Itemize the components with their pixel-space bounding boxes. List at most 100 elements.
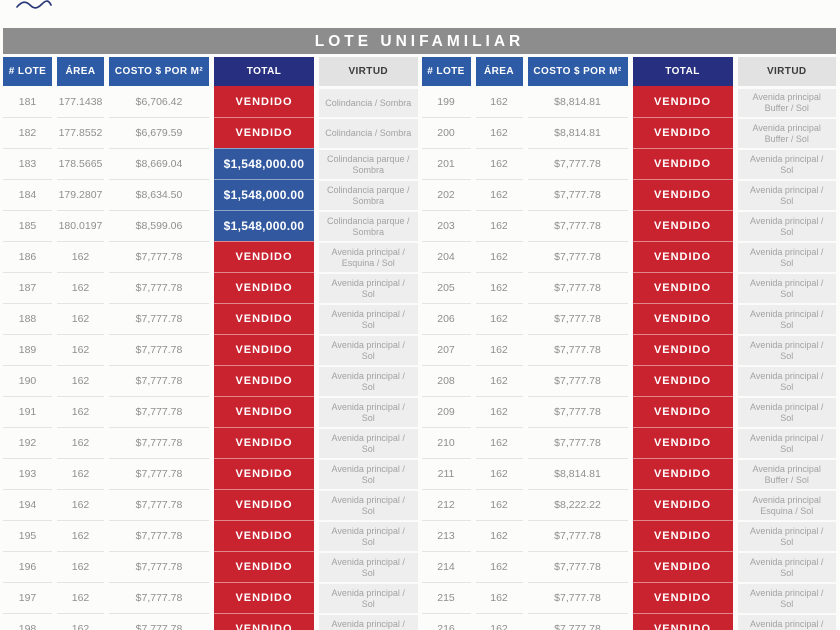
costo-per-m2-cell: $8,599.06 (109, 210, 209, 241)
virtud-cell: Colindancia parque / Sombra (319, 148, 418, 179)
total-status-cell: VENDIDO (214, 427, 314, 458)
lote-number-cell: 199 (437, 95, 455, 108)
virtud-cell: Avenida principal / Sol (319, 427, 418, 458)
lote-number-cell: 194 (3, 489, 52, 520)
table-body-right: 199 162 $8,814.81 VENDIDO Avenida princi… (421, 86, 836, 630)
costo-per-m2-cell: $7,777.78 (109, 489, 209, 520)
lote-number-cell: 185 (3, 210, 52, 241)
table-row: 197 162 $7,777.78 VENDIDO Avenida princi… (3, 582, 418, 613)
virtud-cell: Avenida principal Buffer / Sol (737, 117, 836, 148)
virtud-cell: Colindancia / Sombra (319, 86, 418, 117)
total-status-cell: VENDIDO (632, 272, 733, 303)
area-cell: 162 (475, 427, 523, 458)
lote-number-cell: 216 (421, 613, 471, 630)
virtud-cell: Avenida principal / Sol (319, 334, 418, 365)
column-header-area: ÁREA (475, 57, 523, 86)
costo-per-m2-cell: $7,777.78 (527, 396, 628, 427)
area-cell: 162 (57, 334, 104, 365)
table-row: 193 162 $7,777.78 VENDIDO Avenida princi… (3, 458, 418, 489)
table-row: 205 162 $7,777.78 VENDIDO Avenida princi… (421, 272, 836, 303)
virtud-cell: Avenida principal / Sol (737, 396, 836, 427)
area-cell: 162 (57, 613, 104, 630)
area-cell: 162 (57, 489, 104, 520)
table-row: 188 162 $7,777.78 VENDIDO Avenida princi… (3, 303, 418, 334)
lote-number-cell: 207 (421, 334, 471, 365)
area-cell: 162 (475, 148, 523, 179)
table-row: 208 162 $7,777.78 VENDIDO Avenida princi… (421, 365, 836, 396)
lote-number-cell: 196 (3, 551, 52, 582)
area-cell: 162 (475, 117, 523, 148)
total-status-cell: VENDIDO (214, 365, 314, 396)
area-cell: 162 (57, 427, 104, 458)
table-body-left: 181 177.1438 $6,706.42 VENDIDO Colindanc… (3, 86, 418, 630)
costo-per-m2-cell: $7,777.78 (109, 241, 209, 272)
costo-per-m2-cell: $7,777.78 (109, 613, 209, 630)
lote-number-cell: 214 (421, 551, 471, 582)
lote-number-cell: 211 (421, 458, 471, 489)
table-row: 200 162 $8,814.81 VENDIDO Avenida princi… (421, 117, 836, 148)
total-status-cell: VENDIDO (214, 272, 314, 303)
total-status-cell: VENDIDO (214, 117, 314, 148)
virtud-cell: Avenida principal / Sol (737, 520, 836, 551)
costo-per-m2-cell: $7,777.78 (109, 365, 209, 396)
total-status-cell: VENDIDO (214, 334, 314, 365)
costo-per-m2-cell: $8,222.22 (527, 489, 628, 520)
total-status-cell: VENDIDO (632, 551, 733, 582)
total-status-cell: VENDIDO (632, 365, 733, 396)
table-row: 211 162 $8,814.81 VENDIDO Avenida princi… (421, 458, 836, 489)
costo-per-m2-cell: $7,777.78 (527, 272, 628, 303)
total-status-cell: VENDIDO (632, 303, 733, 334)
costo-per-m2-cell: $6,706.42 (135, 95, 183, 108)
area-cell: 162 (475, 582, 523, 613)
lote-number-cell: 195 (3, 520, 52, 551)
costo-per-m2-cell: $7,777.78 (527, 241, 628, 272)
total-status-cell: VENDIDO (632, 210, 733, 241)
costo-per-m2-cell: $8,814.81 (527, 458, 628, 489)
total-status-cell: VENDIDO (214, 613, 314, 630)
costo-per-m2-cell: $7,777.78 (527, 210, 628, 241)
area-cell: 162 (475, 396, 523, 427)
table-row: 198 162 $7,777.78 VENDIDO Avenida princi… (3, 613, 418, 630)
column-header-area: ÁREA (57, 57, 104, 86)
costo-per-m2-cell: $7,777.78 (527, 179, 628, 210)
lote-number-cell: 213 (421, 520, 471, 551)
area-cell: 177.1438 (58, 95, 103, 108)
table-row: 216 162 $7,777.78 VENDIDO Avenida princi… (421, 613, 836, 630)
table-row: 182 177.8552 $6,679.59 VENDIDO Colindanc… (3, 117, 418, 148)
total-status-cell: VENDIDO (214, 551, 314, 582)
virtud-cell: Colindancia parque / Sombra (319, 179, 418, 210)
lote-number-cell: 203 (421, 210, 471, 241)
lote-number-cell: 190 (3, 365, 52, 396)
lote-number-cell: 197 (3, 582, 52, 613)
area-cell: 162 (475, 365, 523, 396)
lote-number-cell: 198 (3, 613, 52, 630)
area-cell: 180.0197 (57, 210, 104, 241)
virtud-cell: Avenida principal / Sol (319, 365, 418, 396)
column-header-total: TOTAL (214, 57, 314, 86)
table-row: 215 162 $7,777.78 VENDIDO Avenida princi… (421, 582, 836, 613)
column-header-lote: # LOTE (421, 57, 471, 86)
total-status-cell: $1,548,000.00 (214, 179, 314, 210)
virtud-cell: Avenida principal / Sol (737, 148, 836, 179)
lote-number-cell: 206 (421, 303, 471, 334)
lote-number-cell: 191 (3, 396, 52, 427)
virtud-cell: Avenida principal / Sol (319, 272, 418, 303)
costo-per-m2-cell: $7,777.78 (109, 303, 209, 334)
total-status-cell: VENDIDO (214, 520, 314, 551)
area-cell: 179.2807 (57, 179, 104, 210)
costo-per-m2-cell: $7,777.78 (527, 427, 628, 458)
table-row: 214 162 $7,777.78 VENDIDO Avenida princi… (421, 551, 836, 582)
virtud-cell: Colindancia / Sombra (319, 117, 418, 148)
virtud-cell: Avenida principal / Sol (737, 613, 836, 630)
area-cell: 162 (57, 551, 104, 582)
total-status-cell: VENDIDO (632, 86, 733, 117)
area-cell: 162 (475, 613, 523, 630)
area-cell: 162 (475, 334, 523, 365)
lote-number-cell: 209 (421, 396, 471, 427)
area-cell: 162 (475, 179, 523, 210)
virtud-cell: Avenida principal / Sol (737, 241, 836, 272)
costo-per-m2-cell: $8,814.81 (554, 95, 601, 108)
costo-per-m2-cell: $8,814.81 (527, 117, 628, 148)
lote-number-cell: 183 (3, 148, 52, 179)
